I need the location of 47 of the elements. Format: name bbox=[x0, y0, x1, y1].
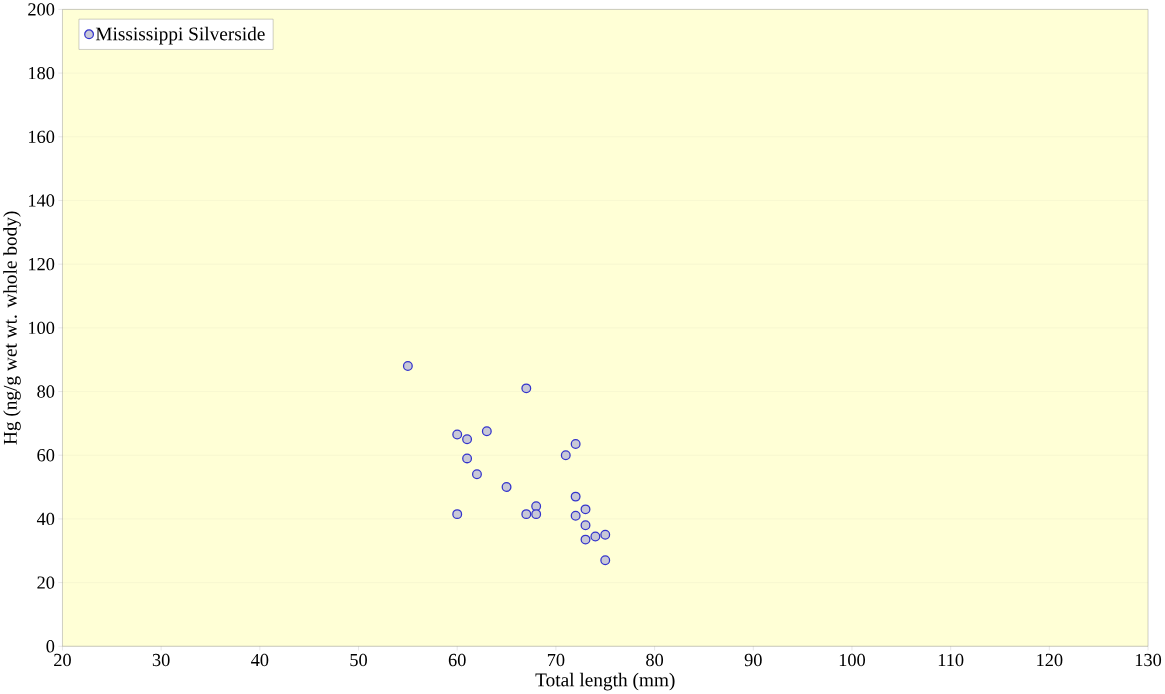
legend-label: Mississippi Silverside bbox=[95, 27, 265, 45]
point bbox=[570, 510, 581, 521]
point bbox=[570, 439, 581, 450]
x-tick-label: 130 bbox=[1135, 654, 1162, 667]
point bbox=[481, 426, 492, 437]
x-tick-label: 80 bbox=[646, 654, 664, 667]
x-tick-label: 120 bbox=[1037, 654, 1063, 667]
point bbox=[452, 509, 463, 520]
point bbox=[531, 509, 542, 520]
x-tick-label: 50 bbox=[350, 654, 367, 667]
y-tick-label: 20 bbox=[37, 576, 55, 589]
point bbox=[590, 531, 601, 542]
point bbox=[521, 383, 532, 394]
y-tick-label: 60 bbox=[37, 449, 55, 462]
x-tick-label: 90 bbox=[744, 654, 762, 667]
point bbox=[570, 491, 581, 502]
x-tick-label: 70 bbox=[547, 654, 565, 667]
point bbox=[580, 504, 591, 515]
x-axis-title: Total length (mm) bbox=[535, 673, 675, 691]
y-tick-label: 180 bbox=[29, 67, 55, 80]
point bbox=[462, 434, 473, 445]
y-tick-label: 200 bbox=[28, 3, 55, 16]
y-axis-title: Hg (ng/g wet wt. whole body) bbox=[3, 211, 21, 445]
point bbox=[402, 361, 413, 372]
y-tick-label: 160 bbox=[29, 130, 55, 144]
y-tick-label: 40 bbox=[36, 512, 55, 526]
x-tick-label: 60 bbox=[448, 654, 466, 667]
y-tick-label: 80 bbox=[37, 385, 55, 398]
x-tick-label: 30 bbox=[152, 654, 170, 667]
point bbox=[452, 429, 463, 440]
point bbox=[471, 469, 482, 480]
point bbox=[560, 450, 571, 461]
x-tick-label: 110 bbox=[938, 654, 964, 667]
point bbox=[580, 520, 591, 531]
y-tick-label: 0 bbox=[46, 640, 55, 653]
point bbox=[600, 555, 611, 566]
x-tick-label: 20 bbox=[54, 654, 71, 667]
x-tick-label: 40 bbox=[251, 654, 269, 667]
x-tick-label: 100 bbox=[839, 654, 866, 667]
y-tick-label: 100 bbox=[29, 321, 55, 335]
point bbox=[580, 534, 591, 545]
y-tick-label: 120 bbox=[29, 258, 55, 271]
point bbox=[501, 482, 512, 493]
point bbox=[462, 453, 473, 464]
y-tick-label: 140 bbox=[29, 194, 55, 207]
point bbox=[600, 530, 611, 540]
point bbox=[521, 509, 532, 520]
